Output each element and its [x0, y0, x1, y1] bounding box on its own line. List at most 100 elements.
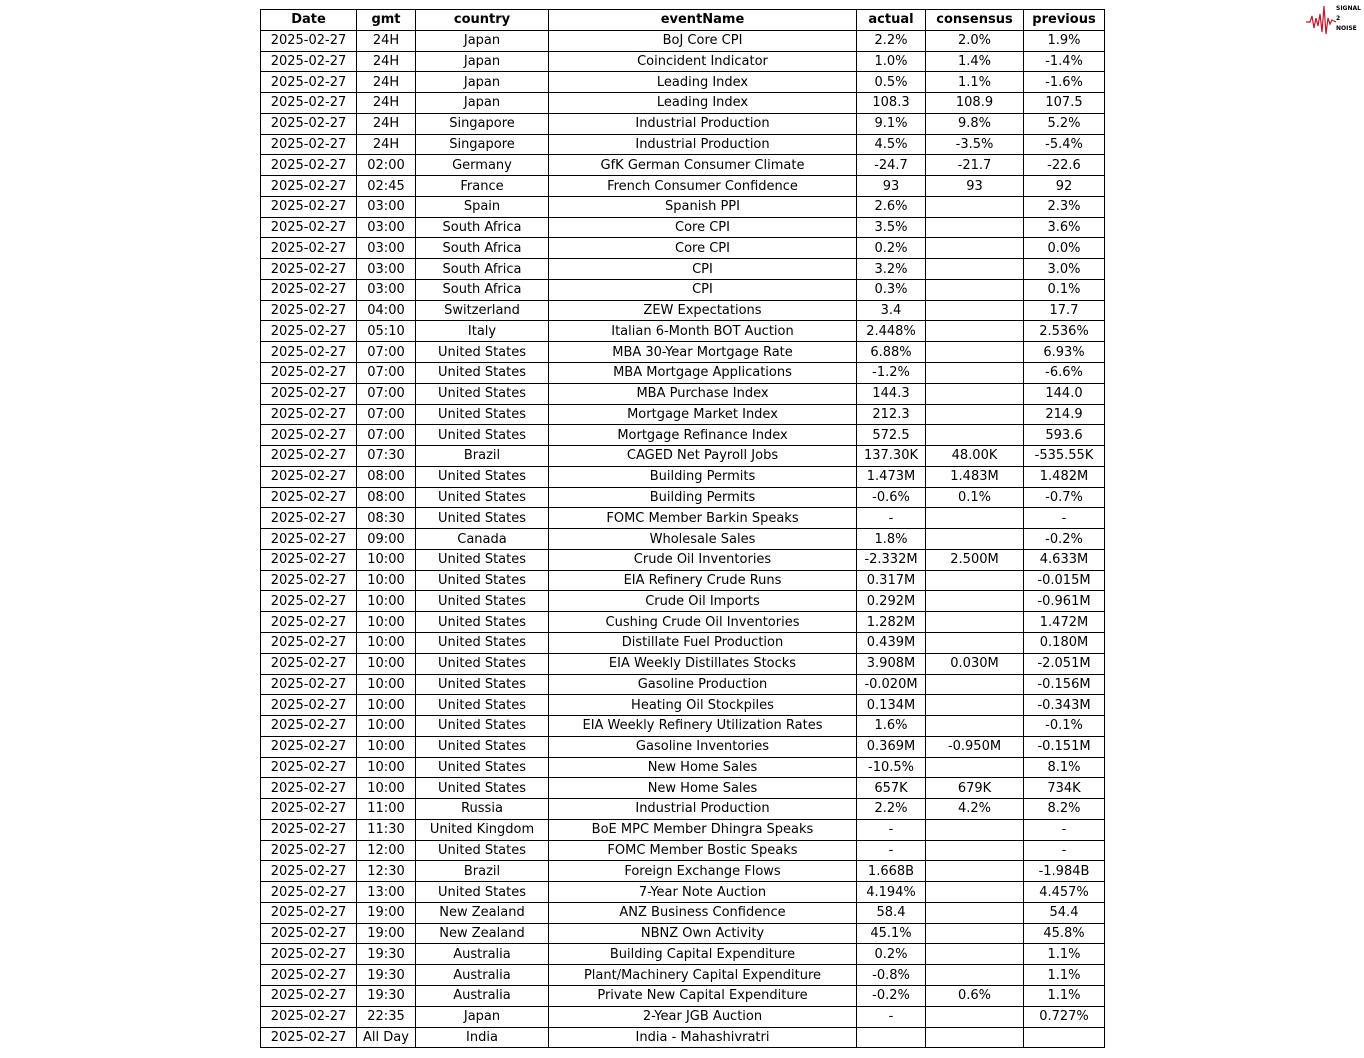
- cell-consensus: -0.950M: [925, 735, 1024, 758]
- table-row: 2025-02-27 10:00 United States Distillate F…: [260, 631, 1105, 654]
- cell-event-name: 7-Year Note Auction: [548, 881, 857, 903]
- table-row: 2025-02-27 02:00 Germany GfK German Consume…: [260, 154, 1105, 177]
- cell-country: United States: [415, 548, 549, 571]
- cell-date: 2025-02-27: [260, 92, 357, 114]
- cell-actual: -24.7: [856, 154, 926, 177]
- cell-actual: 0.369M: [856, 735, 926, 758]
- table-row: 2025-02-27 10:00 United States Gasoline Pro…: [260, 673, 1105, 696]
- cell-gmt: 04:00: [356, 299, 416, 322]
- table-row: 2025-02-27 10:00 United States New Home Sal…: [260, 777, 1105, 800]
- cell-country: Australia: [415, 943, 549, 966]
- cell-actual: 108.3: [856, 92, 926, 114]
- cell-actual: 144.3: [856, 382, 926, 405]
- table-row: 2025-02-27 24H Japan Leading Index 108.3 108.…: [260, 92, 1105, 114]
- cell-date: 2025-02-27: [260, 237, 357, 260]
- cell-event-name: Leading Index: [548, 71, 857, 94]
- cell-country: New Zealand: [415, 922, 549, 945]
- cell-actual: 4.194%: [856, 881, 926, 903]
- cell-previous: 144.0: [1023, 382, 1105, 405]
- cell-date: 2025-02-27: [260, 175, 357, 197]
- cell-date: 2025-02-27: [260, 445, 357, 467]
- cell-gmt: 13:00: [356, 881, 416, 903]
- cell-previous: 92: [1023, 175, 1105, 197]
- cell-previous: 5.2%: [1023, 112, 1105, 135]
- cell-date: 2025-02-27: [260, 465, 357, 488]
- cell-event-name: Cushing Crude Oil Inventories: [548, 611, 857, 633]
- cell-event-name: Core CPI: [548, 237, 857, 260]
- table-row: 2025-02-27 08:00 United States Building Per…: [260, 465, 1105, 488]
- table-row: 2025-02-27 13:00 United States 7-Year Note …: [260, 881, 1105, 903]
- cell-event-name: CAGED Net Payroll Jobs: [548, 445, 857, 467]
- table-row: 2025-02-27 10:00 United States Crude Oil Im…: [260, 590, 1105, 613]
- cell-country: Japan: [415, 1005, 549, 1028]
- cell-event-name: Heating Oil Stockpiles: [548, 694, 857, 717]
- table-row: 2025-02-27 07:00 United States MBA 30-Year …: [260, 341, 1105, 364]
- cell-date: 2025-02-27: [260, 29, 357, 52]
- header-row: Date gmt country eventName actual consensus pr…: [260, 9, 1105, 31]
- cell-consensus: 2.500M: [925, 548, 1024, 571]
- cell-gmt: 03:00: [356, 278, 416, 301]
- cell-actual: 212.3: [856, 403, 926, 426]
- table-row: 2025-02-27 03:00 South Africa Core CPI 0.2% 0…: [260, 237, 1105, 260]
- cell-gmt: 24H: [356, 92, 416, 114]
- cell-date: 2025-02-27: [260, 341, 357, 364]
- cell-consensus: 108.9: [925, 92, 1024, 114]
- cell-consensus: [925, 278, 1024, 301]
- cell-consensus: 48.00K: [925, 445, 1024, 467]
- cell-country: United States: [415, 362, 549, 384]
- cell-event-name: EIA Weekly Distillates Stocks: [548, 652, 857, 675]
- cell-country: Japan: [415, 50, 549, 73]
- cell-previous: 0.1%: [1023, 278, 1105, 301]
- cell-date: 2025-02-27: [260, 652, 357, 675]
- cell-actual: 3.5%: [856, 216, 926, 239]
- cell-date: 2025-02-27: [260, 631, 357, 654]
- cell-gmt: 10:00: [356, 735, 416, 758]
- cell-consensus: [925, 195, 1024, 218]
- cell-previous: [1023, 1026, 1105, 1049]
- cell-previous: -0.156M: [1023, 673, 1105, 696]
- cell-consensus: 4.2%: [925, 798, 1024, 820]
- cell-consensus: [925, 964, 1024, 986]
- cell-actual: -: [856, 839, 926, 862]
- cell-date: 2025-02-27: [260, 901, 357, 924]
- cell-date: 2025-02-27: [260, 984, 357, 1007]
- cell-actual: 0.2%: [856, 943, 926, 966]
- cell-previous: 2.3%: [1023, 195, 1105, 218]
- cell-previous: 0.180M: [1023, 631, 1105, 654]
- cell-country: Australia: [415, 964, 549, 986]
- cell-consensus: -3.5%: [925, 133, 1024, 156]
- table-row: 2025-02-27 05:10 Italy Italian 6-Month BOT …: [260, 320, 1105, 343]
- cell-country: Switzerland: [415, 299, 549, 322]
- table-row: 2025-02-27 07:00 United States MBA Purchase…: [260, 382, 1105, 405]
- cell-actual: -2.332M: [856, 548, 926, 571]
- cell-previous: 2.536%: [1023, 320, 1105, 343]
- cell-date: 2025-02-27: [260, 528, 357, 550]
- cell-date: 2025-02-27: [260, 320, 357, 343]
- cell-country: United States: [415, 631, 549, 654]
- cell-gmt: 03:00: [356, 237, 416, 260]
- cell-event-name: New Home Sales: [548, 777, 857, 800]
- cell-previous: 4.633M: [1023, 548, 1105, 571]
- cell-gmt: 07:00: [356, 382, 416, 405]
- table-row: 2025-02-27 10:00 United States Heating Oil …: [260, 694, 1105, 717]
- table-row: 2025-02-27 24H Japan Leading Index 0.5% 1.1% -…: [260, 71, 1105, 94]
- cell-event-name: MBA Purchase Index: [548, 382, 857, 405]
- cell-country: Germany: [415, 154, 549, 177]
- table-row: 2025-02-27 03:00 South Africa Core CPI 3.5% 3…: [260, 216, 1105, 239]
- cell-actual: 2.2%: [856, 798, 926, 820]
- cell-gmt: 02:45: [356, 175, 416, 197]
- table-row: 2025-02-27 10:00 United States Gasoline Inv…: [260, 735, 1105, 758]
- table-row: 2025-02-27 10:00 United States New Home Sal…: [260, 756, 1105, 779]
- cell-gmt: 03:00: [356, 216, 416, 239]
- cell-event-name: 2-Year JGB Auction: [548, 1005, 857, 1028]
- cell-previous: 8.1%: [1023, 756, 1105, 779]
- column-header-consensus: consensus: [925, 9, 1024, 31]
- table-row: 2025-02-27 07:00 United States Mortgage Ref…: [260, 424, 1105, 447]
- cell-country: South Africa: [415, 216, 549, 239]
- cell-event-name: Building Permits: [548, 465, 857, 488]
- cell-actual: -0.2%: [856, 984, 926, 1007]
- cell-event-name: Spanish PPI: [548, 195, 857, 218]
- cell-event-name: BoJ Core CPI: [548, 29, 857, 52]
- cell-date: 2025-02-27: [260, 777, 357, 800]
- cell-date: 2025-02-27: [260, 735, 357, 758]
